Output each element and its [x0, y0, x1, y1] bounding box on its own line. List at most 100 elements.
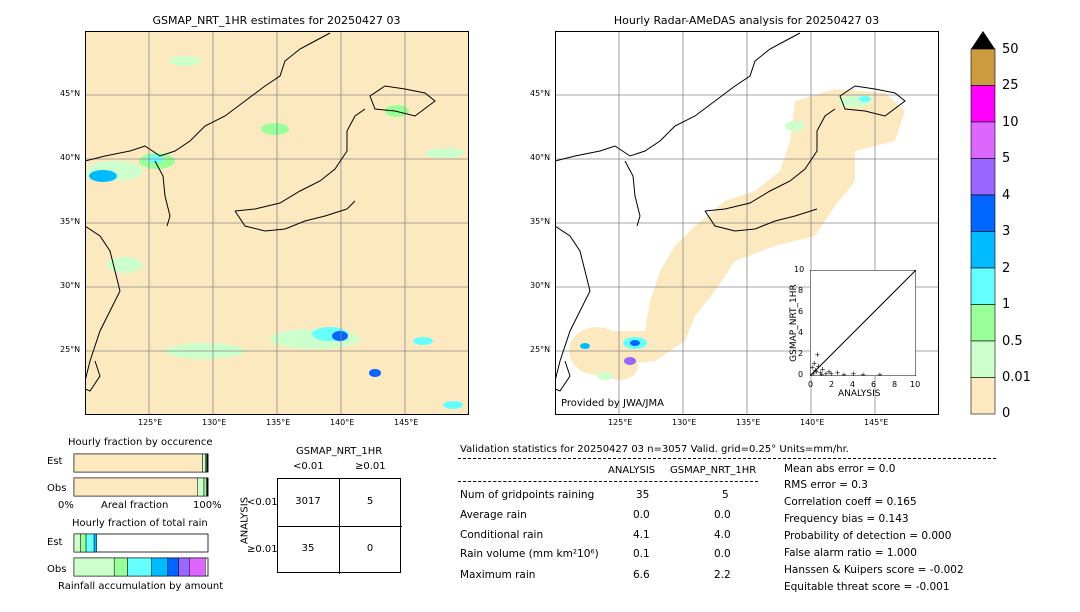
- validation-score: Equitable threat score = -0.001: [784, 581, 950, 593]
- colorbar-label: 25: [1002, 78, 1019, 93]
- colorbar: [970, 31, 996, 415]
- validation-row-analysis: 6.6: [633, 569, 650, 581]
- colorbar-segment: [970, 121, 996, 159]
- scatter-x-tick: 10: [910, 380, 921, 389]
- scatter-point: +: [826, 368, 832, 376]
- left-lon-label: 125°E: [138, 418, 163, 427]
- scatter-point: +: [819, 371, 825, 376]
- scatter-point: +: [860, 371, 866, 376]
- bar-segment: [206, 477, 209, 497]
- scatter-y-tick: 8: [798, 286, 804, 295]
- total-rain-row-label: Est: [47, 537, 63, 548]
- validation-col-divider: [458, 481, 758, 482]
- contingency-grid: [277, 478, 402, 574]
- scatter-point: +: [818, 369, 824, 376]
- colorbar-label: 0.5: [1002, 334, 1023, 349]
- scatter-inset: +++++++++ + + + + + ++++: [810, 270, 916, 376]
- scatter-y-label: GSMAP_NRT_1HR: [789, 284, 799, 362]
- validation-col-analysis: ANALYSIS: [608, 465, 656, 476]
- total-rain-footer: Rainfall accumulation by amount: [58, 581, 224, 592]
- validation-row-analysis: 4.1: [633, 529, 650, 541]
- scatter-point: +: [841, 371, 847, 376]
- bar-segment: [73, 477, 198, 497]
- left-lat-label: 25°N: [60, 345, 81, 354]
- bar-segment: [113, 557, 128, 577]
- bar-segment: [178, 557, 190, 577]
- left-gridlines: [85, 31, 469, 415]
- colorbar-segments: [970, 48, 996, 415]
- validation-row-gsmap: 2.2: [714, 569, 731, 581]
- validation-row-gsmap: 4.0: [714, 529, 731, 541]
- scatter-points: +++++++++ + + + + + ++++: [810, 351, 883, 376]
- occurrence-chart: [73, 453, 209, 497]
- left-lat-label: 30°N: [60, 281, 81, 290]
- colorbar-label: 4: [1002, 188, 1011, 203]
- validation-row-label: Maximum rain: [460, 569, 536, 581]
- validation-row-gsmap: 5: [722, 489, 729, 501]
- occurrence-row-label: Obs: [47, 483, 67, 494]
- occurrence-title: Hourly fraction by occurence: [68, 437, 213, 448]
- right-lon-label: 140°E: [800, 418, 825, 427]
- total-rain-bars: [73, 533, 209, 577]
- validation-col-gsmap: GSMAP_NRT_1HR: [670, 465, 757, 476]
- colorbar-label: 3: [1002, 224, 1011, 239]
- validation-row-analysis: 35: [636, 489, 650, 501]
- validation-score: Frequency bias = 0.143: [784, 513, 909, 525]
- scatter-point: +: [810, 364, 815, 372]
- left-rain-areas: [87, 56, 465, 409]
- left-lat-label: 45°N: [60, 89, 81, 98]
- right-lat-label: 40°N: [530, 153, 551, 162]
- colorbar-label: 1: [1002, 297, 1011, 312]
- right-lon-label: 145°E: [864, 418, 889, 427]
- total-rain-row-label: Obs: [47, 564, 67, 575]
- scatter-point: +: [823, 370, 829, 376]
- scatter-point: +: [851, 370, 857, 376]
- scatter-point: +: [813, 368, 819, 376]
- left-lon-label: 130°E: [202, 418, 227, 427]
- right-lat-label: 30°N: [530, 281, 551, 290]
- scatter-point: +: [828, 370, 834, 376]
- bar-segment: [206, 453, 209, 473]
- scatter-point: +: [820, 366, 826, 374]
- contingency-cell: 35: [301, 543, 315, 554]
- right-map-title: Hourly Radar-AMeDAS analysis for 2025042…: [613, 14, 880, 27]
- validation-row-analysis: 0.0: [633, 509, 650, 521]
- left-lat-label: 35°N: [60, 217, 81, 226]
- scatter-point: +: [814, 351, 820, 359]
- contingency-cell: 5: [366, 496, 374, 507]
- bar-segment: [203, 477, 207, 497]
- occurrence-row-label: Est: [47, 456, 63, 467]
- data-credit: Provided by JWA/JMA: [561, 398, 664, 409]
- validation-row-label: Rain volume (mm km²10⁶): [460, 548, 599, 560]
- colorbar-segment: [970, 85, 996, 123]
- bar-segment: [85, 533, 95, 553]
- colorbar-segment: [970, 304, 996, 342]
- validation-row-gsmap: 0.0: [714, 509, 731, 521]
- occurrence-axis-mid: Areal fraction: [101, 500, 169, 511]
- bar-segment: [80, 533, 87, 553]
- colorbar-label: 10: [1002, 115, 1019, 130]
- right-lat-label: 45°N: [530, 89, 551, 98]
- colorbar-label: 50: [1002, 42, 1019, 57]
- bar-segment: [151, 557, 169, 577]
- left-lon-label: 145°E: [394, 418, 419, 427]
- occurrence-bars: [73, 453, 209, 497]
- scatter-point: +: [877, 371, 883, 376]
- colorbar-segment: [970, 158, 996, 196]
- colorbar-label: 0.01: [1002, 370, 1031, 385]
- colorbar-segment: [970, 48, 996, 86]
- validation-score: Correlation coeff = 0.165: [784, 496, 917, 508]
- bar-segment: [127, 557, 152, 577]
- validation-row-label: Average rain: [460, 509, 527, 521]
- scatter-x-tick: 2: [829, 380, 835, 389]
- bar-segment: [73, 453, 203, 473]
- bar-segment: [197, 477, 205, 497]
- scatter-x-tick: 6: [871, 380, 877, 389]
- contingency-title: GSMAP_NRT_1HR: [296, 446, 383, 457]
- scatter-y-tick: 2: [798, 349, 804, 358]
- occurrence-axis-right: 100%: [193, 500, 222, 511]
- left-map-title: GSMAP_NRT_1HR estimates for 20250427 03: [152, 14, 401, 27]
- contingency-col-header: ≥0.01: [355, 461, 386, 472]
- validation-row-gsmap: 0.0: [714, 548, 731, 560]
- bar-segment: [73, 533, 81, 553]
